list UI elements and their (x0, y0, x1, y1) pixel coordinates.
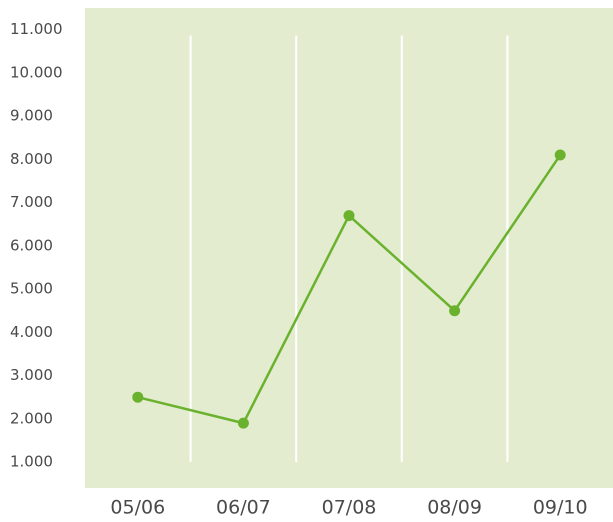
y-tick-label: 9.000 (10, 107, 53, 125)
plot-background (85, 8, 613, 488)
point (554, 149, 566, 161)
y-tick-label: 7.000 (10, 193, 53, 211)
y-tick-label: 5.000 (10, 280, 53, 298)
y-tick-label: 3.000 (10, 366, 53, 384)
x-tick-label: 05/06 (110, 497, 165, 519)
point (237, 417, 249, 429)
x-tick-label: 09/10 (533, 497, 588, 519)
y-tick-label: 6.000 (10, 236, 53, 254)
y-tick-label: 4.000 (10, 323, 53, 341)
point (343, 210, 355, 222)
point (132, 391, 144, 403)
y-tick-label: 11.000 (10, 20, 63, 38)
y-tick-label: 2.000 (10, 409, 53, 427)
x-tick-label: 06/07 (216, 497, 271, 519)
x-tick-label: 08/09 (427, 497, 482, 519)
y-tick-label: 8.000 (10, 150, 53, 168)
x-tick-label: 07/08 (322, 497, 377, 519)
y-tick-label: 10.000 (10, 63, 63, 81)
point (449, 305, 461, 317)
y-tick-label: 1.000 (10, 453, 53, 471)
